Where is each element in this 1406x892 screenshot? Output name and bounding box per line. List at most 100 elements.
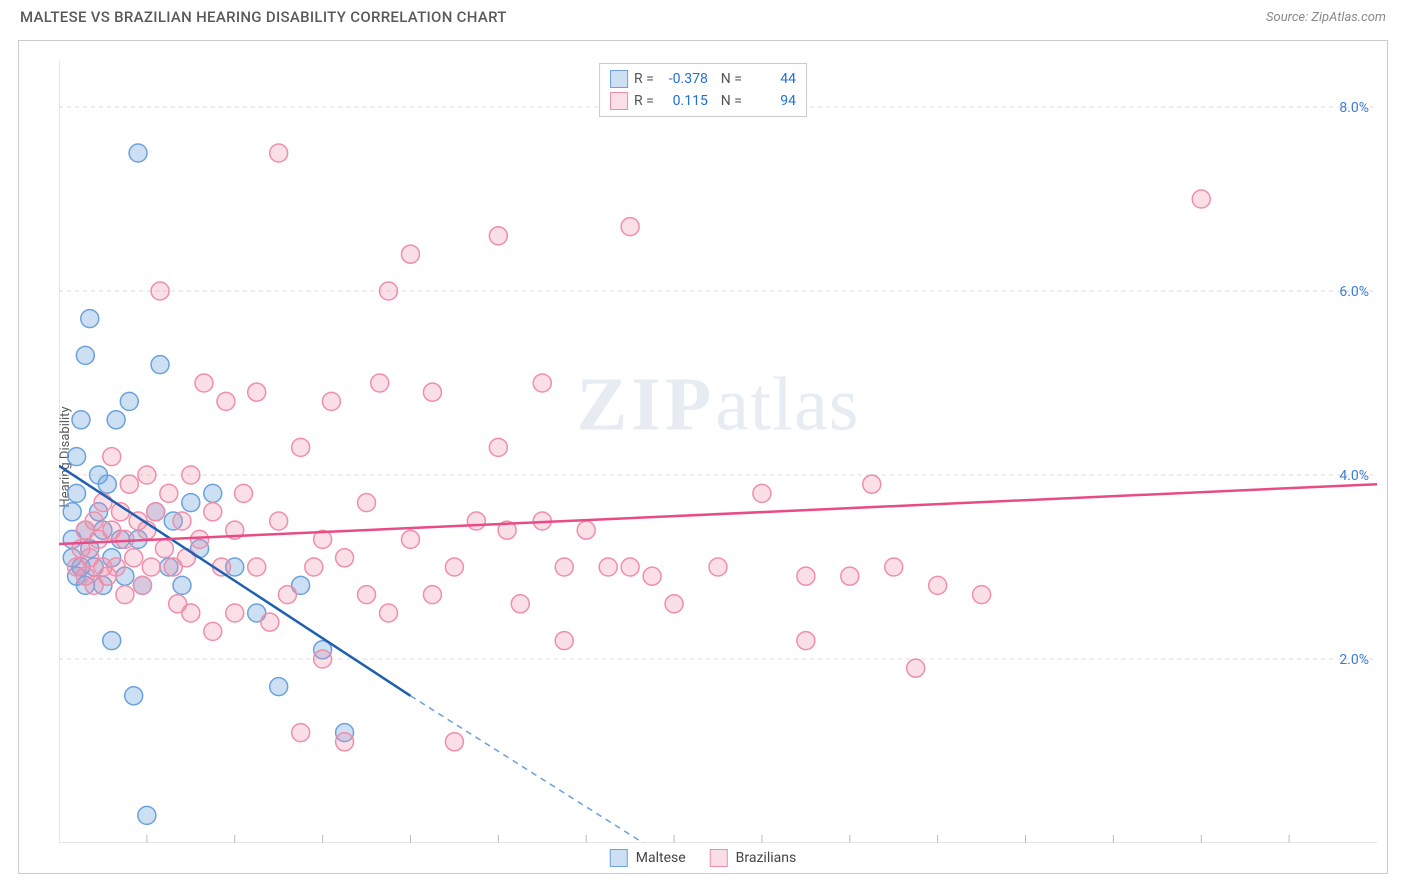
data-point — [248, 383, 266, 401]
data-point — [151, 356, 169, 374]
data-point — [177, 549, 195, 567]
data-point — [191, 530, 209, 548]
data-point — [85, 512, 103, 530]
data-point — [125, 687, 143, 705]
data-point — [107, 411, 125, 429]
data-point — [270, 678, 288, 696]
data-point — [173, 512, 191, 530]
data-point — [160, 484, 178, 502]
data-point — [68, 484, 86, 502]
series-legend: Maltese Brazilians — [610, 849, 796, 867]
data-point — [577, 521, 595, 539]
data-point — [533, 374, 551, 392]
data-point — [511, 595, 529, 613]
trend-line-maltese-extrapolated — [410, 696, 643, 843]
data-point — [248, 558, 266, 576]
data-point — [643, 567, 661, 585]
data-point — [63, 503, 81, 521]
brazilians-n-value: 94 — [748, 93, 796, 109]
swatch-blue-icon — [610, 70, 628, 88]
data-point — [929, 576, 947, 594]
data-point — [120, 392, 138, 410]
data-point — [358, 494, 376, 512]
data-point — [380, 282, 398, 300]
data-point — [753, 484, 771, 502]
data-point — [204, 622, 222, 640]
data-point — [116, 530, 134, 548]
data-point — [555, 558, 573, 576]
swatch-blue-icon — [610, 849, 628, 867]
data-point — [138, 806, 156, 824]
data-point — [116, 586, 134, 604]
data-point — [973, 586, 991, 604]
svg-text:2.0%: 2.0% — [1339, 652, 1369, 668]
data-point — [305, 558, 323, 576]
chart-title: MALTESE VS BRAZILIAN HEARING DISABILITY … — [20, 8, 507, 26]
data-point — [76, 346, 94, 364]
data-point — [863, 475, 881, 493]
data-point — [81, 310, 99, 328]
data-point — [555, 632, 573, 650]
data-point — [125, 549, 143, 567]
data-point — [182, 466, 200, 484]
data-point — [120, 475, 138, 493]
data-point — [292, 724, 310, 742]
data-point — [226, 604, 244, 622]
data-point — [138, 466, 156, 484]
data-point — [195, 374, 213, 392]
data-point — [103, 632, 121, 650]
data-point — [621, 558, 639, 576]
svg-text:8.0%: 8.0% — [1339, 100, 1369, 116]
data-point — [182, 494, 200, 512]
data-point — [204, 503, 222, 521]
data-point — [423, 586, 441, 604]
maltese-n-value: 44 — [748, 71, 796, 87]
data-point — [336, 549, 354, 567]
data-point — [336, 733, 354, 751]
correlation-legend: R = -0.378 N = 44 R = 0.115 N = 94 — [599, 63, 807, 117]
data-point — [98, 475, 116, 493]
data-point — [261, 613, 279, 631]
plot-area: 2.0%4.0%6.0%8.0%0.0%30.0% ZIPatlas — [59, 61, 1377, 843]
data-point — [621, 218, 639, 236]
source-attribution: Source: ZipAtlas.com — [1266, 10, 1386, 25]
data-point — [423, 383, 441, 401]
data-point — [401, 245, 419, 263]
data-point — [489, 438, 507, 456]
data-point — [270, 512, 288, 530]
data-point — [489, 227, 507, 245]
data-point — [445, 733, 463, 751]
data-point — [665, 595, 683, 613]
chart-frame: Hearing Disability 2.0%4.0%6.0%8.0%0.0%3… — [18, 40, 1388, 874]
data-point — [380, 604, 398, 622]
data-point — [147, 503, 165, 521]
data-point — [599, 558, 617, 576]
data-point — [107, 558, 125, 576]
data-point — [797, 567, 815, 585]
data-point — [709, 558, 727, 576]
data-point — [68, 448, 86, 466]
data-point — [204, 484, 222, 502]
data-point — [292, 438, 310, 456]
chart-header: MALTESE VS BRAZILIAN HEARING DISABILITY … — [0, 0, 1406, 30]
data-point — [217, 392, 235, 410]
legend-item-brazilians: Brazilians — [710, 849, 797, 867]
data-point — [314, 650, 332, 668]
data-point — [467, 512, 485, 530]
data-point — [155, 540, 173, 558]
trend-line-brazilians — [59, 484, 1377, 544]
data-point — [401, 530, 419, 548]
brazilians-r-value: 0.115 — [660, 93, 708, 109]
data-point — [445, 558, 463, 576]
data-point — [72, 411, 90, 429]
data-point — [173, 576, 191, 594]
data-point — [129, 144, 147, 162]
scatter-plot-svg: 2.0%4.0%6.0%8.0%0.0%30.0% — [59, 61, 1377, 843]
data-point — [133, 576, 151, 594]
legend-row-maltese: R = -0.378 N = 44 — [610, 68, 796, 90]
swatch-pink-icon — [710, 849, 728, 867]
data-point — [358, 586, 376, 604]
legend-row-brazilians: R = 0.115 N = 94 — [610, 90, 796, 112]
data-point — [322, 392, 340, 410]
data-point — [885, 558, 903, 576]
